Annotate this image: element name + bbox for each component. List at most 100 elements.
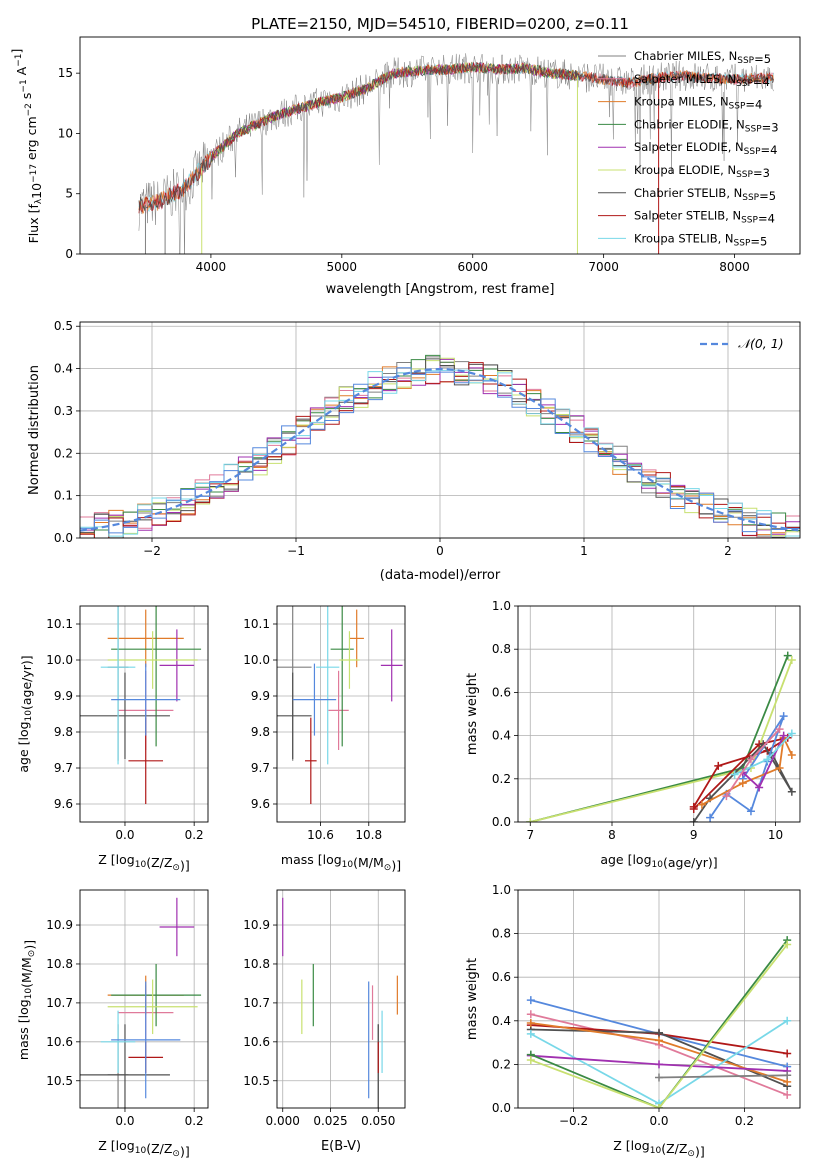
- x-axis-label: age [log10(age/yr)]: [600, 852, 717, 870]
- label-part: age [log: [16, 721, 31, 772]
- legend-entry: Kroupa MILES, NSSP=4: [634, 95, 762, 112]
- x-tick-label: 10: [768, 828, 783, 842]
- y-tick-label: 10.0: [243, 653, 270, 667]
- y-axis-label: mass weight: [465, 673, 480, 755]
- legend-entry: Salpeter STELIB, NSSP=4: [634, 209, 775, 226]
- y-tick-label: 10.5: [243, 1074, 270, 1088]
- plot-area: [138, 53, 774, 254]
- weight-marker: [783, 1071, 792, 1080]
- label-part: 10: [24, 710, 34, 722]
- x-tick-label: 0.0: [115, 1114, 134, 1128]
- label-part: −2: [24, 103, 34, 116]
- spectrum-line: [210, 61, 578, 160]
- axes-frame: [276, 889, 406, 1109]
- label-part: SSP: [734, 238, 751, 248]
- x-tick-label: 0.000: [266, 1114, 300, 1128]
- label-part: 10: [135, 860, 147, 870]
- x-tick-label: 10.6: [307, 828, 334, 842]
- label-part: (M/M: [353, 855, 384, 870]
- axes-frame: [79, 36, 801, 255]
- weight-marker: [783, 651, 792, 660]
- label-part: 10: [342, 860, 354, 870]
- weight-line: [530, 659, 793, 822]
- x-tick-label: 0.0: [115, 828, 134, 842]
- y-axis-label: mass weight: [465, 958, 480, 1040]
- plot-area: [80, 606, 202, 804]
- histogram-step: [80, 358, 800, 536]
- weight-marker: [706, 813, 715, 822]
- x-tick-label: 9: [690, 828, 698, 842]
- x-tick-label: 0.050: [361, 1114, 395, 1128]
- label-part: Salpeter STELIB, N: [634, 209, 741, 223]
- y-tick-label: 0.2: [492, 772, 511, 786]
- y-tick-label: 9.8: [251, 725, 270, 739]
- label-part: SSP: [737, 56, 754, 66]
- label-part: )]: [391, 858, 401, 873]
- legend-entry: Salpeter MILES, NSSP=4: [634, 72, 770, 89]
- y-tick-label: 9.7: [54, 761, 73, 775]
- x-tick-label: 1: [580, 544, 588, 558]
- label-part: (Z/Z: [146, 1141, 172, 1156]
- y-tick-label: 0.6: [492, 970, 511, 984]
- weight-marker: [775, 764, 784, 772]
- x-tick-label: 7000: [588, 260, 619, 274]
- label-part: )]: [695, 1144, 705, 1159]
- x-tick-label: 10.8: [355, 828, 382, 842]
- weight-marker: [526, 1018, 535, 1027]
- plot-area: [526, 651, 796, 822]
- label-part: (Z/Z: [146, 855, 172, 870]
- weight-line: [530, 943, 788, 1108]
- label-part: erg cm: [24, 116, 39, 164]
- weight-marker: [526, 1029, 535, 1038]
- label-part: ]: [9, 49, 24, 54]
- weight-marker: [779, 731, 788, 740]
- y-axis-label: mass [log10(M/M⊙)]: [16, 940, 37, 1060]
- y-tick-label: 0.6: [492, 685, 511, 699]
- axes-age_vs_Z: 0.0 0.29.69.79.89.910.010.1Z [log10(Z/Z⊙)…: [16, 605, 209, 873]
- y-tick-label: 10.8: [46, 957, 73, 971]
- axes-age_vs_mass: 10.6 10.8 9.6 9.7 9.8 9.9 10.0 10.1 mass [log10(…: [243, 605, 406, 873]
- label-part: Kroupa STELIB, N: [634, 231, 734, 245]
- weight-marker: [746, 755, 755, 764]
- label-part: =5: [759, 189, 776, 203]
- axes-frame: [79, 889, 209, 1109]
- weight-marker: [783, 1016, 792, 1025]
- label-part: Chabrier STELIB, N: [634, 186, 742, 200]
- weight-marker: [755, 783, 764, 792]
- y-tick-label: 10.1: [46, 617, 73, 631]
- weight-marker: [526, 996, 535, 1005]
- y-tick-label: 10.6: [243, 1035, 270, 1049]
- y-tick-label: 10.7: [46, 996, 73, 1010]
- y-tick-label: 9.7: [251, 761, 270, 775]
- y-tick-label: 9.6: [54, 797, 73, 811]
- plot-area: [282, 897, 398, 1108]
- weight-marker: [689, 818, 698, 822]
- figure-title: PLATE=2150, MJD=54510, FIBERID=0200, z=0…: [251, 15, 629, 33]
- y-tick-label: 0.1: [54, 489, 73, 503]
- y-tick-label: 9.9: [54, 689, 73, 703]
- label-part: Chabrier MILES, N: [634, 49, 737, 63]
- label-part: s: [19, 93, 34, 104]
- label-part: =4: [745, 98, 762, 112]
- weight-marker: [655, 1073, 663, 1082]
- label-part: λ: [34, 198, 44, 204]
- weight-marker: [783, 940, 792, 949]
- x-axis-label: Z [log10(Z/Z⊙)]: [98, 852, 189, 873]
- x-axis-label: (data-model)/error: [380, 568, 501, 583]
- axes-frame: [517, 605, 801, 823]
- label-part: ⊙: [384, 863, 392, 873]
- y-tick-label: 0.8: [492, 927, 511, 941]
- weight-marker: [746, 807, 755, 816]
- weight-marker: [655, 1104, 663, 1108]
- y-tick-label: 10.6: [46, 1035, 73, 1049]
- weight-marker: [787, 656, 796, 664]
- x-tick-label: 2: [724, 544, 732, 558]
- axes-frame: [79, 321, 801, 539]
- y-tick-label: 10.1: [243, 617, 270, 631]
- y-axis-label: Normed distribution: [27, 365, 42, 495]
- weight-line: [530, 939, 788, 1108]
- y-tick-label: 15: [58, 66, 73, 80]
- weight-marker: [526, 1010, 535, 1019]
- label-part: ⊙: [172, 863, 180, 873]
